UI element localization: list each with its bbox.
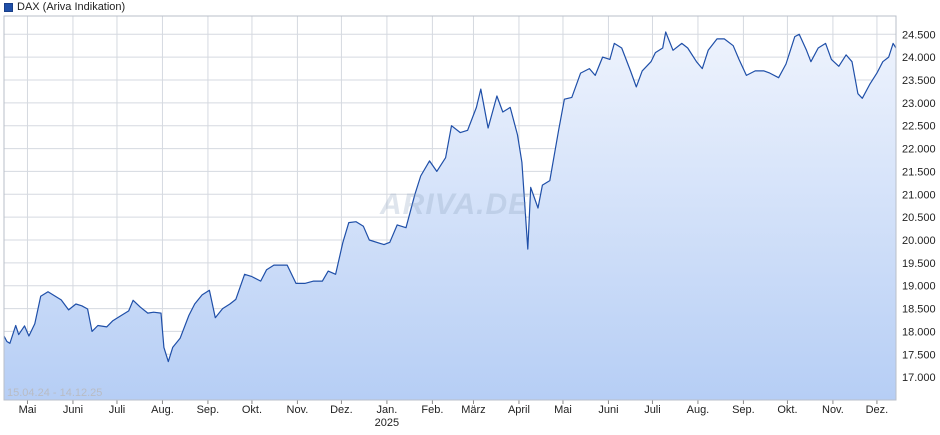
x-tick-label: Okt. [777,404,797,416]
legend: DAX (Ariva Indikation) [4,0,125,14]
x-tick-label: Okt. [242,404,262,416]
x-tick-label: Juni [598,404,618,416]
x-tick-label: Nov. [822,404,844,416]
watermark: ARIVA.DE [380,188,530,221]
y-tick-label: 24.500 [902,29,936,41]
x-tick-label: Dez. [330,404,353,416]
y-tick-label: 19.500 [902,258,936,270]
x-tick-label: Mai [19,404,37,416]
x-tick-label: Nov. [287,404,309,416]
y-tick-label: 17.500 [902,349,936,361]
x-tick-label: Feb. [421,404,443,416]
x-tick-label: Sep. [197,404,220,416]
legend-label: DAX (Ariva Indikation) [17,1,126,13]
y-tick-label: 22.500 [902,121,936,133]
x-tick-label: Jan. [377,404,398,416]
series-area [4,32,896,400]
y-tick-label: 21.000 [902,189,936,201]
y-tick-label: 23.000 [902,98,936,110]
y-tick-label: 21.500 [902,166,936,178]
x-tick-label: März [461,404,485,416]
date-range-label: 15.04.24 - 14.12.25 [7,387,103,399]
y-tick-label: 20.500 [902,212,936,224]
y-tick-label: 22.000 [902,144,936,156]
y-tick-label: 20.000 [902,235,936,247]
x-tick-label: Sep. [732,404,755,416]
x-tick-label: Juni [63,404,83,416]
x-tick-label: Juli [109,404,126,416]
x-tick-label: April [508,404,530,416]
plot-border [3,15,897,401]
y-tick-label: 18.000 [902,326,936,338]
y-tick-label: 18.500 [902,304,936,316]
x-tick-label: Dez. [866,404,889,416]
y-tick-label: 19.000 [902,281,936,293]
y-tick-label: 17.000 [902,372,936,384]
y-tick-label: 24.000 [902,52,936,64]
x-tick-label: Juli [644,404,661,416]
series-line [3,31,897,363]
legend-swatch [4,2,13,12]
x-tick-label: Aug. [687,404,710,416]
y-tick-label: 23.500 [902,75,936,87]
x-tick-label: Aug. [151,404,174,416]
x-tick-sublabel: 2025 [375,417,399,429]
x-tick-label: Mai [554,404,572,416]
